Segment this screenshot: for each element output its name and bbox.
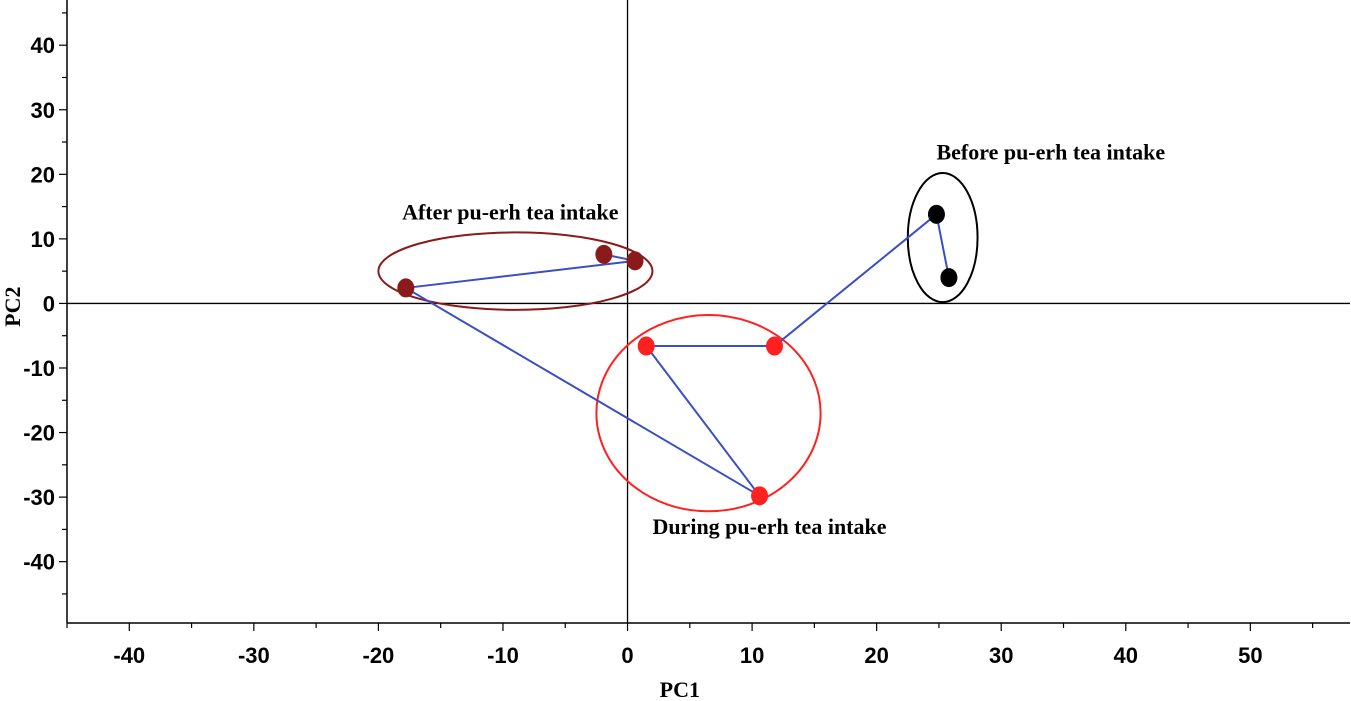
- connector-line: [645, 345, 761, 497]
- group-label: Before pu-erh tea intake: [936, 139, 1165, 164]
- data-points: [397, 204, 958, 506]
- group-ellipse: [595, 314, 822, 513]
- group-ellipses: [377, 172, 979, 513]
- x-tick-label: -30: [238, 643, 270, 668]
- y-tick-label: 40: [31, 33, 55, 58]
- group-annotations: Before pu-erh tea intake After pu-erh tea…: [402, 139, 1165, 538]
- x-tick-label: 20: [864, 643, 888, 668]
- data-point: [927, 204, 945, 224]
- connector-line: [935, 214, 950, 278]
- x-tick-label: -40: [113, 643, 145, 668]
- axis-ticks: [59, 12, 1314, 631]
- x-tick-label: 0: [621, 643, 633, 668]
- connector-lines: [405, 213, 950, 497]
- x-tick-label: -20: [363, 643, 395, 668]
- x-tick-label: 30: [989, 643, 1013, 668]
- group-label: During pu-erh tea intake: [652, 514, 886, 539]
- x-axis-title: PC1: [660, 677, 700, 701]
- x-tick-label: 50: [1238, 643, 1262, 668]
- group-ellipse: [377, 231, 654, 311]
- group-label: After pu-erh tea intake: [402, 200, 619, 225]
- zero-axes: [67, 0, 1350, 623]
- x-tick-label: 10: [740, 643, 764, 668]
- connector-line: [773, 213, 938, 347]
- y-tick-label: -30: [23, 485, 55, 510]
- y-tick-label: -10: [23, 356, 55, 381]
- data-point: [940, 268, 958, 288]
- y-tick-label: 10: [31, 227, 55, 252]
- data-point: [766, 336, 784, 356]
- data-point: [751, 486, 769, 506]
- y-tick-label: 30: [31, 98, 55, 123]
- y-tick-label: -40: [23, 550, 55, 575]
- data-point: [595, 244, 613, 264]
- y-tick-label: 0: [43, 291, 55, 316]
- plot-frame: [66, 0, 1350, 624]
- x-tick-label: -10: [487, 643, 519, 668]
- y-tick-label: -20: [23, 421, 55, 446]
- y-axis-title: PC2: [0, 286, 25, 326]
- x-tick-label: 40: [1114, 643, 1138, 668]
- tick-labels: -40 -30 -20 -10 0 10 20 30 40 50 40 30 20 10 0 -10 -20 -3…: [23, 33, 1262, 668]
- data-point: [397, 278, 415, 298]
- data-point: [637, 336, 655, 356]
- y-tick-label: 20: [31, 162, 55, 187]
- data-point: [626, 251, 644, 271]
- connector-line: [405, 259, 636, 289]
- connector-line: [405, 287, 761, 497]
